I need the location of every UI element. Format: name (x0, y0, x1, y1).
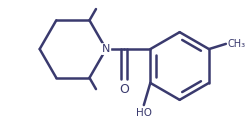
Text: HO: HO (136, 108, 152, 118)
Text: O: O (119, 83, 129, 96)
Text: N: N (102, 44, 110, 54)
Text: CH₃: CH₃ (227, 39, 245, 49)
